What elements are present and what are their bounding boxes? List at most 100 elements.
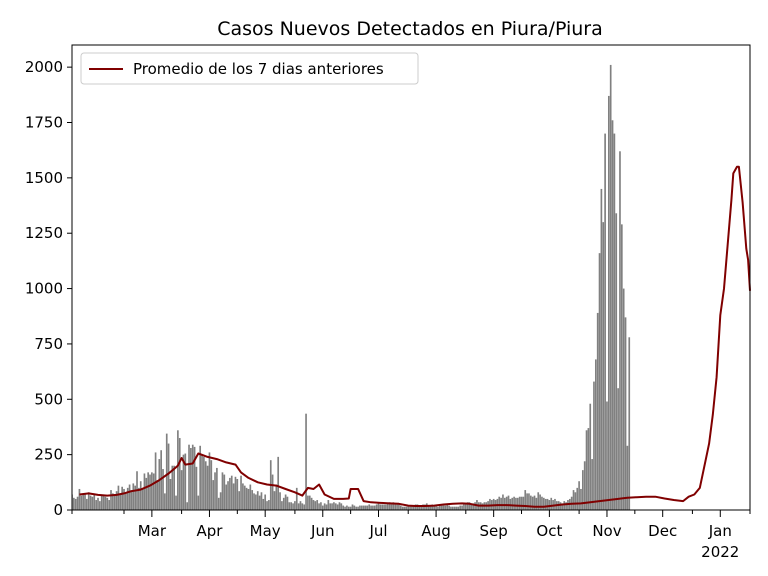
bar: [281, 501, 283, 510]
bar: [344, 506, 346, 510]
bar: [559, 502, 562, 510]
x-tick-label: Mar: [138, 522, 167, 540]
bar: [396, 503, 398, 510]
y-tick-label: 500: [34, 390, 63, 408]
bar: [141, 488, 144, 510]
bar: [416, 504, 419, 510]
line-layer: [79, 165, 751, 508]
bar: [89, 495, 92, 510]
x-tick-label: Jan: [708, 522, 732, 540]
bar: [249, 484, 252, 510]
bar: [275, 484, 278, 510]
bar: [288, 502, 291, 510]
bar: [91, 496, 94, 510]
bar: [266, 501, 268, 510]
bar: [451, 506, 454, 510]
bar: [587, 428, 590, 510]
bar: [591, 459, 593, 510]
bar: [596, 312, 599, 510]
bar: [353, 505, 356, 510]
bar: [130, 490, 133, 510]
bar: [411, 505, 413, 510]
bar: [359, 505, 361, 510]
bar: [524, 490, 527, 510]
y-tick-label: 1000: [25, 280, 63, 298]
bar: [594, 359, 597, 510]
bar: [561, 503, 564, 510]
bar: [373, 505, 376, 510]
y-tick-label: 1750: [25, 114, 63, 132]
bar: [76, 496, 79, 510]
bar: [284, 494, 287, 510]
bar: [528, 493, 530, 510]
bar: [340, 503, 343, 510]
bar: [191, 444, 194, 510]
bar: [526, 493, 528, 510]
bar: [156, 480, 159, 510]
bar: [437, 506, 439, 510]
bar: [563, 501, 566, 510]
x-tick-label: Aug: [421, 522, 450, 540]
bar: [297, 503, 300, 510]
bar: [177, 430, 179, 510]
bar: [370, 505, 372, 510]
bar: [201, 454, 203, 510]
bar: [219, 492, 222, 510]
bar: [576, 487, 579, 510]
bar: [238, 491, 241, 510]
bar: [372, 505, 374, 510]
bar: [147, 472, 149, 510]
bar: [227, 481, 229, 510]
x-tick-label: Sep: [480, 522, 508, 540]
bar: [455, 506, 458, 510]
x-tick-label: Dec: [648, 522, 677, 540]
bar: [541, 496, 543, 510]
bar: [565, 502, 567, 510]
bar: [362, 505, 365, 510]
bar: [193, 446, 196, 510]
bar: [390, 504, 393, 510]
bar: [498, 496, 501, 510]
x-axis: Mar Apr May Jun Jul Aug Sep Oct Nov Dec Jan 2022: [71, 510, 751, 561]
bar: [403, 506, 406, 510]
bar: [115, 491, 118, 510]
bar: [264, 494, 267, 510]
bar: [515, 497, 517, 510]
bar: [535, 497, 538, 510]
bar: [470, 503, 473, 510]
bar: [435, 505, 437, 510]
bar: [121, 486, 123, 510]
bar: [388, 502, 391, 510]
bar: [431, 504, 434, 510]
bar: [385, 504, 387, 510]
bar: [342, 505, 345, 510]
y-tick-label: 0: [53, 501, 63, 519]
bar: [407, 505, 410, 510]
bar: [320, 502, 322, 510]
bar: [533, 495, 536, 510]
bar: [502, 494, 504, 510]
series-line: [79, 165, 751, 508]
bar: [162, 469, 164, 510]
bar: [516, 497, 519, 510]
bar: [546, 498, 549, 510]
chart-title: Casos Nuevos Detectados en Piura/Piura: [217, 18, 603, 40]
bar: [180, 470, 183, 510]
x-tick-label: Nov: [592, 522, 621, 540]
y-tick-label: 2000: [25, 58, 63, 76]
bar: [394, 503, 397, 510]
bar: [583, 461, 586, 510]
bar: [438, 505, 441, 510]
bar: [617, 388, 619, 510]
bar: [253, 493, 255, 510]
y-tick-label: 750: [34, 335, 63, 353]
bar: [424, 504, 426, 510]
bar: [468, 502, 471, 510]
bar: [113, 495, 116, 510]
bar: [316, 500, 319, 510]
bar: [95, 500, 97, 510]
bar: [197, 495, 200, 510]
bar: [318, 503, 320, 510]
bar: [405, 506, 408, 510]
